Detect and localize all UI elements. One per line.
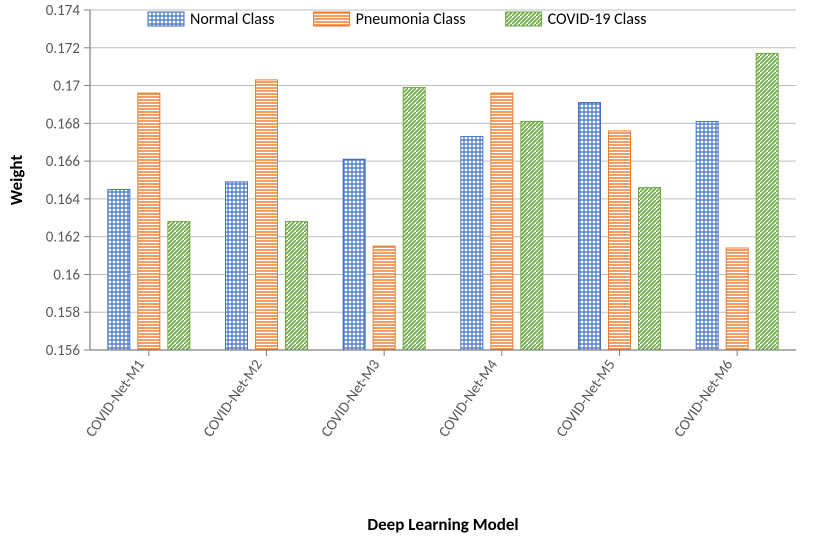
- legend-swatch: [314, 12, 350, 26]
- legend: Normal Class Pneumonia Class COVID-19 Clas…: [148, 10, 646, 29]
- bar: [756, 53, 778, 350]
- bar-chart: 0.156 0.158 0.16 0.162 0.164 0.166 0.168 0.17 0.…: [0, 0, 816, 546]
- bar: [343, 159, 365, 350]
- bar: [138, 93, 160, 350]
- y-tick-label: 0.168: [46, 115, 80, 133]
- x-tick-label: COVID-Net-M6: [671, 356, 738, 441]
- y-tick-label: 0.17: [53, 78, 80, 96]
- gridlines: [90, 10, 796, 350]
- y-tick-label: 0.156: [46, 342, 81, 360]
- y-tick-label: 0.166: [46, 153, 81, 171]
- y-tick-label: 0.174: [46, 2, 81, 20]
- x-ticks: COVID-Net-M1 COVID-Net-M2 COVID-Net-M3 COVI…: [82, 350, 737, 441]
- bar: [403, 87, 425, 350]
- legend-label: Normal Class: [190, 10, 274, 29]
- bar: [168, 222, 190, 350]
- legend-label: Pneumonia Class: [356, 10, 466, 29]
- bar: [226, 182, 248, 350]
- bar: [521, 121, 543, 350]
- bar: [373, 246, 395, 350]
- bar: [726, 248, 748, 350]
- y-tick-label: 0.158: [46, 304, 80, 322]
- bar: [579, 103, 601, 350]
- legend-swatch: [506, 12, 542, 26]
- x-tick-label: COVID-Net-M4: [435, 356, 502, 441]
- y-ticks: 0.156 0.158 0.16 0.162 0.164 0.166 0.168 0.17 0.…: [46, 2, 90, 360]
- chart-container: 0.156 0.158 0.16 0.162 0.164 0.166 0.168 0.17 0.…: [0, 0, 816, 546]
- bar: [108, 189, 130, 350]
- y-tick-label: 0.16: [53, 266, 80, 284]
- x-axis-label: Deep Learning Model: [367, 514, 518, 535]
- y-axis-label: Weight: [6, 155, 27, 206]
- x-tick-label: COVID-Net-M3: [318, 356, 385, 441]
- x-tick-label: COVID-Net-M1: [82, 357, 149, 441]
- bar: [639, 188, 661, 350]
- bar: [609, 131, 631, 350]
- bars: [108, 53, 778, 350]
- legend-swatch: [148, 12, 184, 26]
- y-tick-label: 0.162: [46, 229, 80, 247]
- bar: [256, 80, 278, 350]
- x-tick-label: COVID-Net-M2: [200, 357, 267, 441]
- y-tick-label: 0.172: [46, 40, 80, 58]
- bar: [286, 222, 308, 350]
- legend-label: COVID-19 Class: [548, 10, 647, 29]
- y-tick-label: 0.164: [46, 191, 81, 209]
- bar: [696, 121, 718, 350]
- x-tick-label: COVID-Net-M5: [553, 357, 620, 441]
- bar: [491, 93, 513, 350]
- bar: [461, 137, 483, 350]
- axes: [90, 10, 796, 350]
